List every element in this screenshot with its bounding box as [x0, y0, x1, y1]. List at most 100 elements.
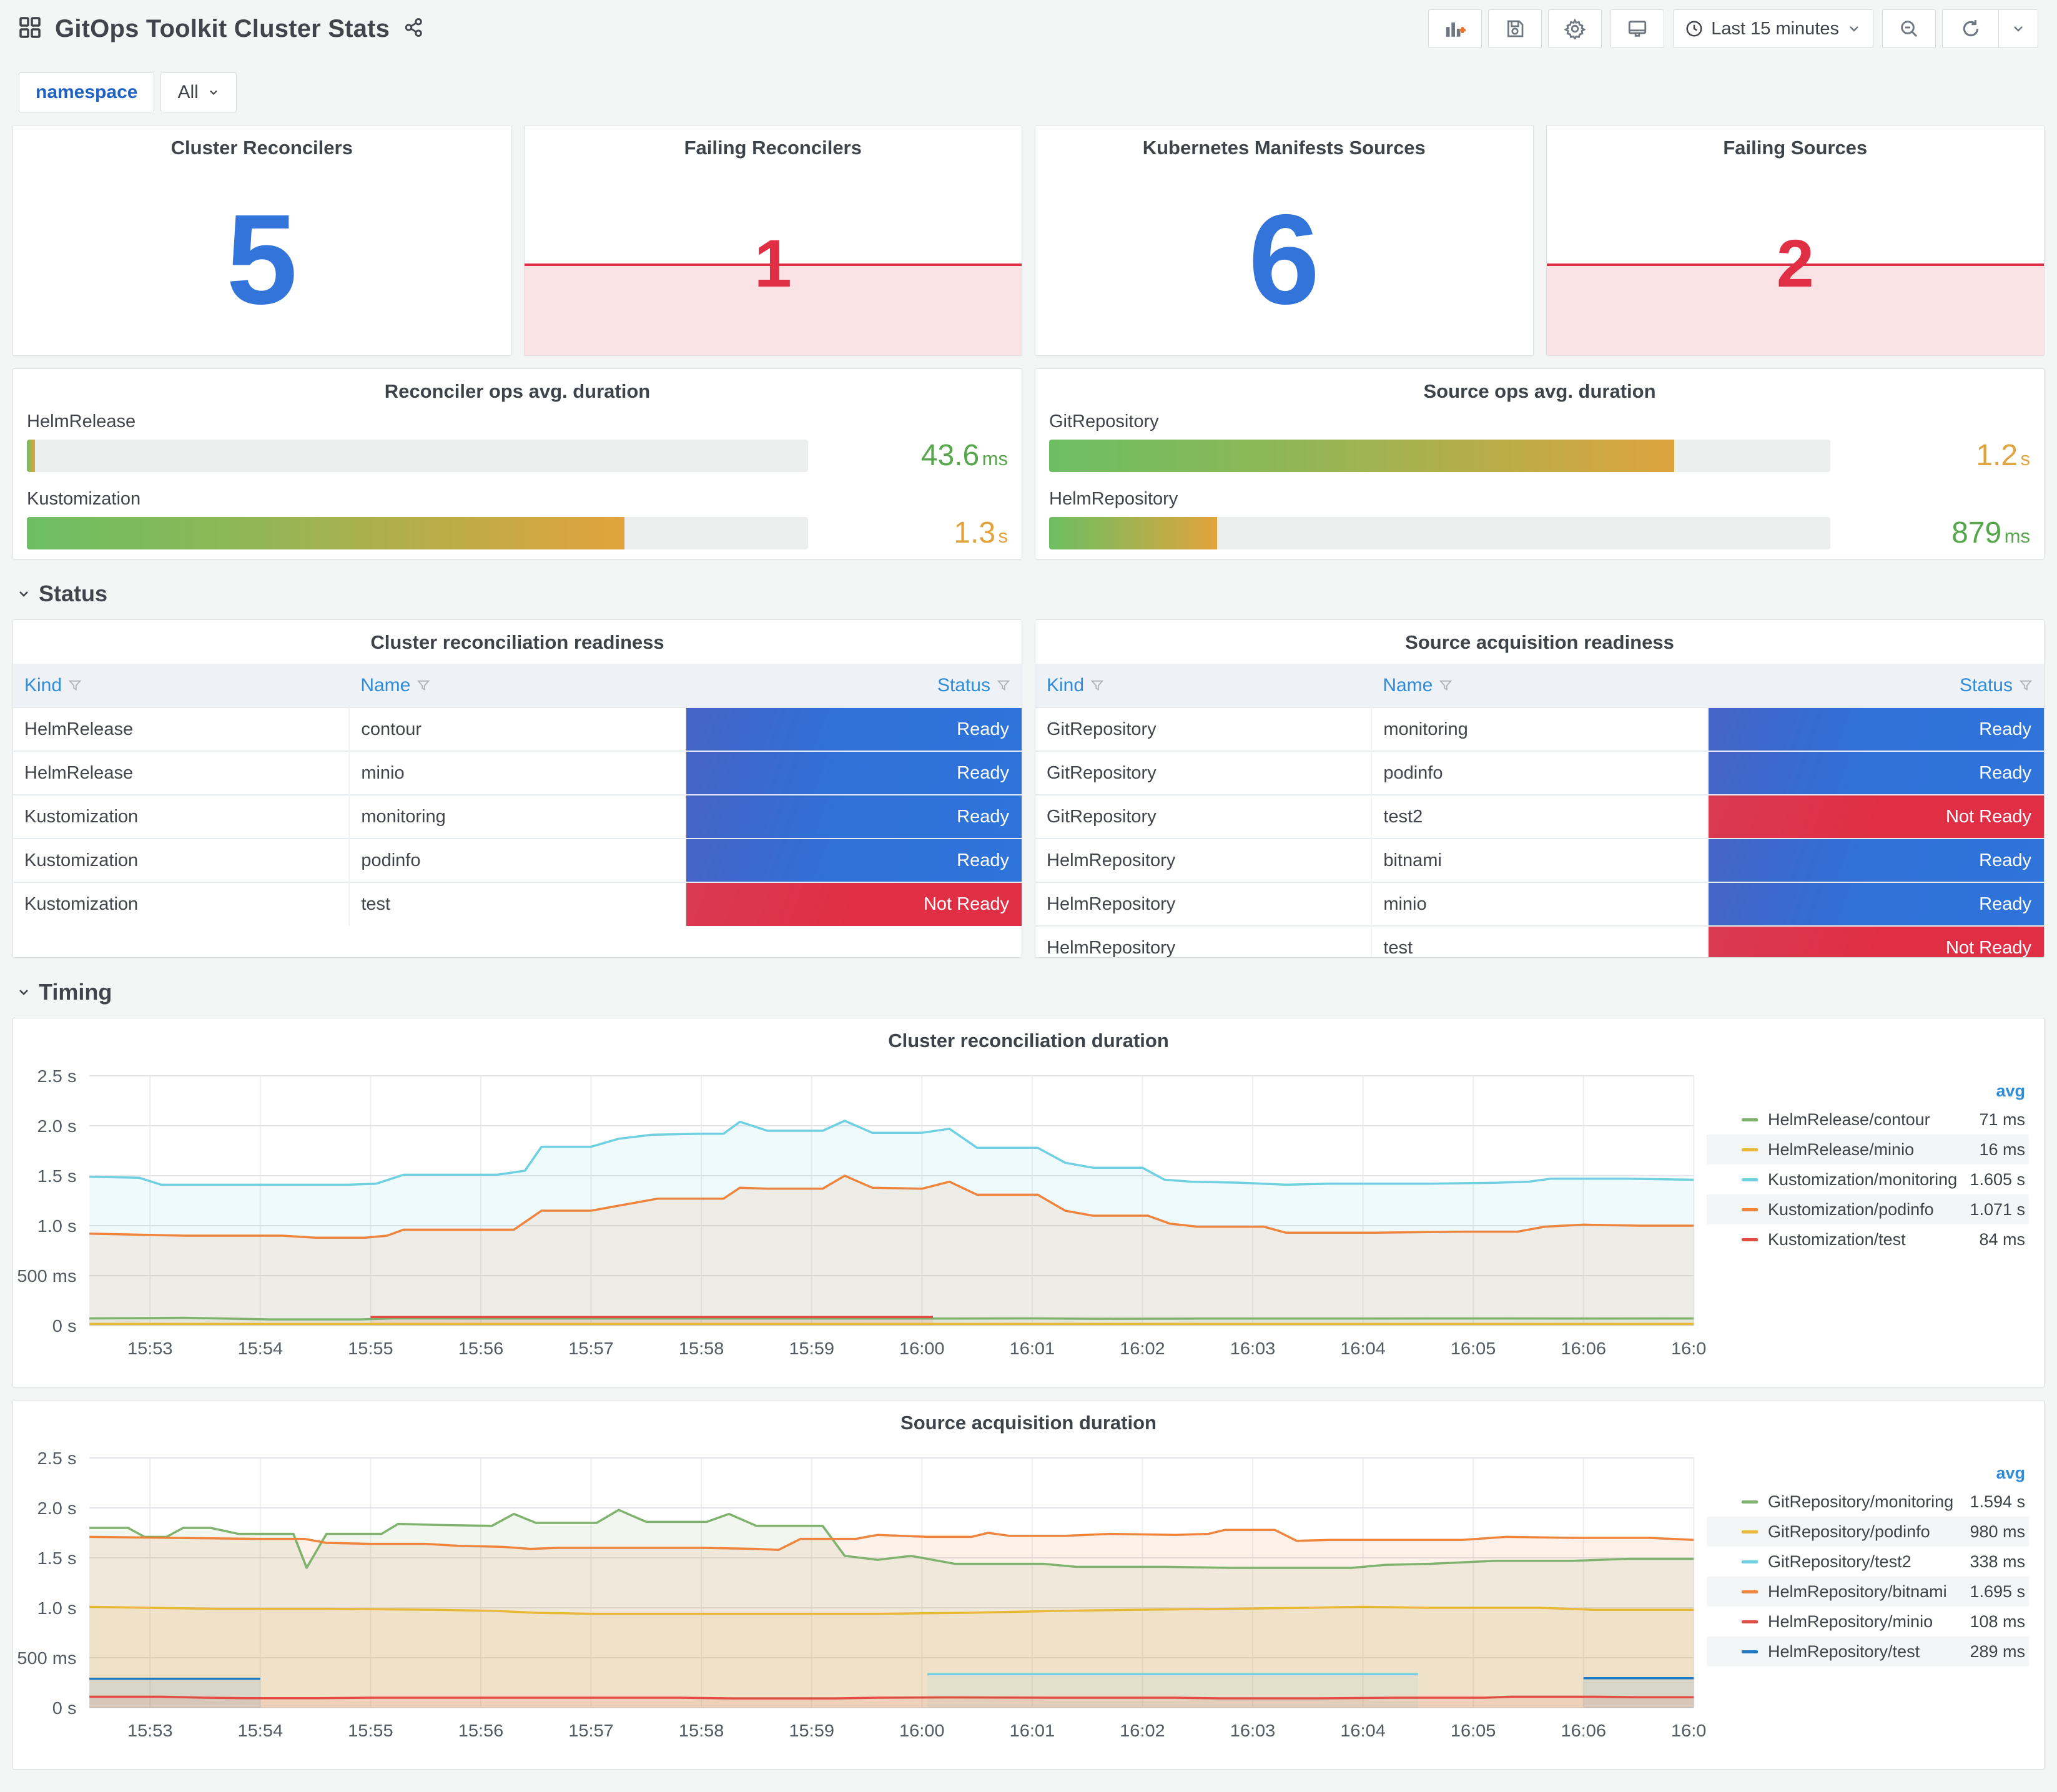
variable-namespace-value[interactable]: All [160, 72, 237, 112]
legend-item[interactable]: GitRepository/test2 338 ms [1707, 1547, 2029, 1577]
legend-avg-value: 1.071 s [1970, 1199, 2025, 1219]
chart-panel-cluster-reconciliation-duration[interactable]: Cluster reconciliation duration 15:53 15:… [12, 1018, 2045, 1387]
dashboard-settings-button[interactable] [1548, 9, 1602, 48]
series-area-fill [89, 1530, 1694, 1708]
legend-color-marker [1742, 1560, 1758, 1563]
tv-mode-button[interactable] [1611, 9, 1665, 48]
table-row[interactable]: GitRepository monitoring Ready [1035, 707, 2044, 751]
save-dashboard-button[interactable] [1488, 9, 1542, 48]
series-line [89, 1695, 1694, 1700]
legend-item[interactable]: HelmRepository/test 289 ms [1707, 1637, 2029, 1666]
table-row[interactable]: HelmRelease minio Ready [13, 751, 1022, 795]
column-header-status[interactable]: Status [685, 664, 1022, 707]
time-range-picker[interactable]: Last 15 minutes [1673, 9, 1873, 48]
legend-color-marker [1742, 1620, 1758, 1623]
x-axis-tick-label: 16:07 [1671, 1339, 1707, 1358]
legend-avg-value: 71 ms [1979, 1110, 2025, 1129]
legend-item[interactable]: HelmRepository/minio 108 ms [1707, 1607, 2029, 1637]
gauge-panel-source-ops[interactable]: Source ops avg. duration GitRepository 1… [1035, 368, 2045, 559]
section-header-status[interactable]: Status [16, 581, 2045, 607]
cell-kind: Kustomization [13, 838, 350, 882]
cell-name: podinfo [1371, 751, 1709, 795]
column-header-status[interactable]: Status [1707, 664, 2044, 707]
legend-item[interactable]: HelmRelease/minio 16 ms [1707, 1135, 2029, 1164]
variable-namespace-label[interactable]: namespace [19, 72, 155, 112]
gauge-panel-reconciler-ops[interactable]: Reconciler ops avg. duration HelmRelease… [12, 368, 1022, 559]
table-panel-source-readiness[interactable]: Source acquisition readiness Kind Name S… [1035, 619, 2045, 958]
legend-color-marker [1742, 1590, 1758, 1593]
legend-item[interactable]: Kustomization/podinfo 1.071 s [1707, 1194, 2029, 1224]
section-header-timing[interactable]: Timing [16, 979, 2045, 1005]
table-row[interactable]: HelmRepository minio Ready [1035, 882, 2044, 926]
column-header-kind[interactable]: Kind [1035, 664, 1372, 707]
legend-avg-value: 980 ms [1970, 1522, 2025, 1541]
table-row[interactable]: GitRepository test2 Not Ready [1035, 794, 2044, 839]
legend-item[interactable]: GitRepository/monitoring 1.594 s [1707, 1487, 2029, 1517]
table-row[interactable]: Kustomization monitoring Ready [13, 794, 1022, 839]
table-row[interactable]: Kustomization test Not Ready [13, 882, 1022, 926]
refresh-button[interactable] [1942, 9, 1998, 48]
table-row[interactable]: HelmRepository test Not Ready [1035, 925, 2044, 957]
legend-item[interactable]: Kustomization/monitoring 1.605 s [1707, 1164, 2029, 1194]
panel-title: Cluster Reconcilers [170, 137, 353, 159]
stat-panel-failing-reconcilers[interactable]: Failing Reconcilers 1 [523, 125, 1022, 356]
y-axis-tick-label: 2.5 s [37, 1449, 77, 1468]
status-badge: Ready [1707, 707, 2044, 751]
x-axis-tick-label: 15:53 [127, 1721, 173, 1740]
time-series-plot[interactable]: 15:53 15:54 15:55 15:56 15:57 15:58 15:59 16:00… [13, 1434, 1716, 1769]
legend-series-name: HelmRepository/minio [1768, 1612, 1933, 1631]
series-area-fill [89, 1678, 260, 1708]
zoom-out-button[interactable] [1882, 9, 1936, 48]
refresh-interval-dropdown[interactable] [1998, 9, 2038, 48]
legend-avg-value: 1.695 s [1970, 1582, 2025, 1601]
y-axis-tick-label: 2.0 s [37, 1499, 77, 1518]
x-axis-tick-label: 15:57 [568, 1339, 614, 1358]
threshold-area [1546, 263, 2044, 355]
gauge-value: 879 ms [1951, 516, 2030, 549]
stat-value: 6 [1248, 187, 1320, 331]
stat-panel-manifests-sources[interactable]: Kubernetes Manifests Sources 6 [1035, 125, 1534, 356]
table-row[interactable]: HelmRepository bitnami Ready [1035, 838, 2044, 882]
panel-title: Reconciler ops avg. duration [384, 380, 651, 402]
y-axis-tick-label: 1.0 s [37, 1598, 77, 1618]
legend-item[interactable]: HelmRepository/bitnami 1.695 s [1707, 1577, 2029, 1607]
legend-item[interactable]: GitRepository/podinfo 980 ms [1707, 1517, 2029, 1547]
share-icon[interactable] [403, 17, 425, 41]
legend-avg-value: 338 ms [1970, 1552, 2025, 1571]
apps-grid-icon[interactable] [19, 16, 41, 42]
legend-avg-value: 1.594 s [1970, 1492, 2025, 1511]
legend-item[interactable]: HelmRelease/contour 71 ms [1707, 1105, 2029, 1135]
x-axis-tick-label: 16:02 [1120, 1339, 1165, 1358]
series-line [89, 1120, 1694, 1186]
chart-legend: avg GitRepository/monitoring 1.594 s Git… [1707, 1434, 2044, 1769]
legend-series-name: HelmRelease/contour [1768, 1110, 1930, 1129]
table-row[interactable]: HelmRelease contour Ready [13, 707, 1022, 751]
table-row[interactable]: GitRepository podinfo Ready [1035, 751, 2044, 795]
stat-value: 1 [754, 225, 792, 301]
cell-kind: HelmRepository [1035, 882, 1373, 926]
column-header-name[interactable]: Name [1371, 664, 1708, 707]
x-axis-tick-label: 15:59 [789, 1721, 834, 1740]
legend-avg-header[interactable]: avg [1996, 1464, 2025, 1482]
add-panel-button[interactable] [1428, 9, 1482, 48]
cell-name: contour [349, 707, 686, 751]
table-row[interactable]: Kustomization podinfo Ready [13, 838, 1022, 882]
legend-avg-header[interactable]: avg [1996, 1081, 2025, 1100]
time-series-plot[interactable]: 15:53 15:54 15:55 15:56 15:57 15:58 15:59 16:00… [13, 1052, 1716, 1387]
x-axis-tick-label: 16:05 [1451, 1339, 1496, 1358]
column-header-name[interactable]: Name [349, 664, 686, 707]
status-badge: Ready [685, 751, 1022, 795]
x-axis-tick-label: 16:04 [1340, 1339, 1386, 1358]
stat-panel-cluster-reconcilers[interactable]: Cluster Reconcilers 5 [12, 125, 511, 356]
table-panel-cluster-readiness[interactable]: Cluster reconciliation readiness Kind Na… [12, 619, 1022, 958]
x-axis-tick-label: 16:00 [899, 1339, 945, 1358]
x-axis-tick-label: 15:54 [238, 1339, 284, 1358]
column-header-kind[interactable]: Kind [13, 664, 350, 707]
x-axis-tick-label: 16:06 [1561, 1339, 1606, 1358]
legend-item[interactable]: Kustomization/test 84 ms [1707, 1224, 2029, 1254]
status-badge: Not Ready [1707, 794, 2044, 839]
gauge-track [1049, 439, 1830, 472]
chart-panel-source-acquisition-duration[interactable]: Source acquisition duration 15:53 15:54 15… [12, 1400, 2045, 1770]
stat-panel-failing-sources[interactable]: Failing Sources 2 [1546, 125, 2045, 356]
cell-name: minio [349, 751, 686, 795]
